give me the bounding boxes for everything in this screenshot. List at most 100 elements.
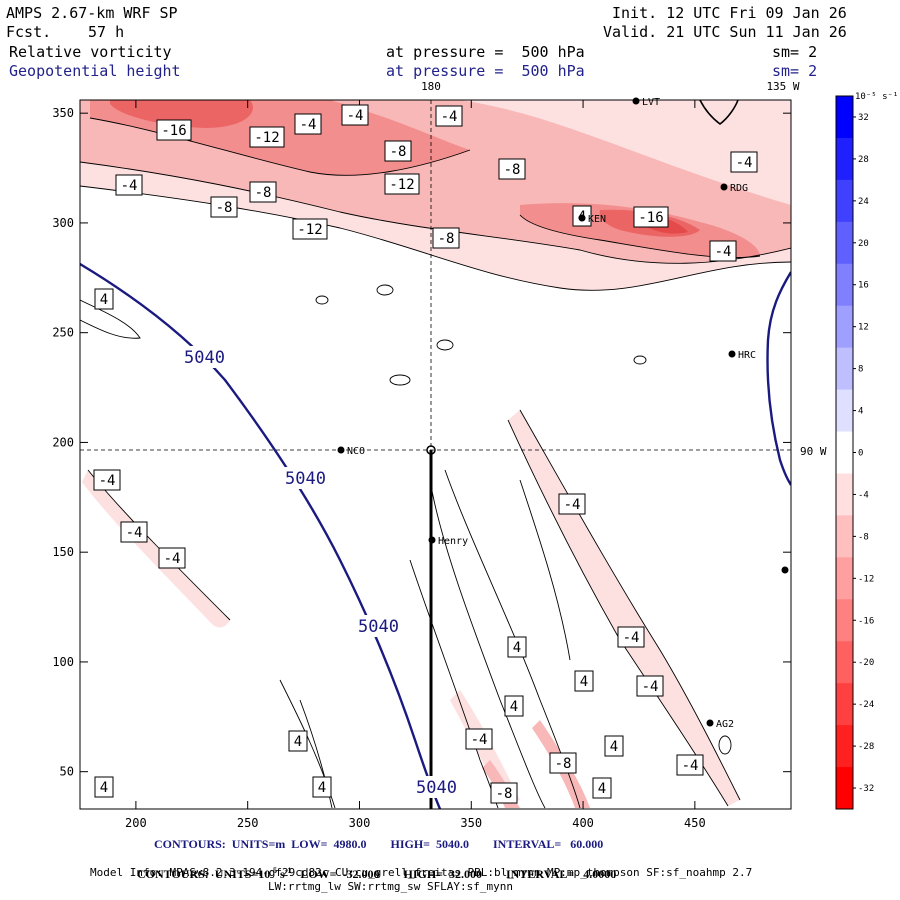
colorbar-tick-label: -20	[858, 658, 874, 668]
vorticity-label-text: 4	[513, 640, 521, 656]
colorbar-tick-label: 32	[858, 113, 869, 123]
vorticity-label-text: -8	[496, 786, 513, 802]
colorbar-tick-label: 24	[858, 197, 869, 207]
vorticity-label: 4	[504, 695, 524, 717]
vorticity-label: -12	[384, 173, 420, 195]
footer-units-prefix: CONTOURS: UNITS=10	[137, 867, 271, 881]
vorticity-label-text: -4	[564, 497, 581, 513]
x-tick-label: 450	[684, 816, 706, 830]
station-marker	[632, 97, 640, 105]
colorbar-swatch	[836, 96, 853, 139]
vorticity-label: -8	[384, 140, 412, 162]
vorticity-label: 4	[94, 776, 114, 798]
colorbar-swatch	[836, 767, 853, 810]
vorticity-label-box	[94, 776, 114, 798]
colorbar-unit-label: 10⁻⁵ s⁻¹	[855, 92, 898, 102]
geopotential-label: 5040	[358, 617, 399, 637]
vorticity-label-text: -4	[441, 109, 458, 125]
colorbar-tick-label: 16	[858, 281, 869, 291]
colorbar-swatch	[836, 389, 853, 433]
vorticity-label-text: -8	[504, 162, 521, 178]
pressure-level-2: at pressure = 500 hPa	[386, 62, 585, 80]
colorbar-tick-label: -12	[858, 574, 874, 584]
vorticity-label-box	[341, 104, 369, 126]
vorticity-label: 4	[94, 288, 114, 310]
y-tick-label: 100	[52, 655, 74, 669]
origin-marker	[426, 445, 436, 455]
footer-units-exp2: -1	[284, 866, 292, 875]
vorticity-label: -8	[498, 158, 526, 180]
vorticity-label-box	[636, 675, 664, 697]
vorticity-label: -4	[120, 521, 148, 543]
vorticity-label-box	[94, 288, 114, 310]
x-tick-label: 300	[349, 816, 371, 830]
x-tick-label: 350	[460, 816, 482, 830]
vorticity-label: 4	[288, 730, 308, 752]
station-marker	[337, 446, 345, 454]
valid-time: Valid. 21 UTC Sun 11 Jan 26	[603, 23, 847, 41]
station-marker	[578, 214, 586, 222]
colorbar-tick-label: -28	[858, 742, 874, 752]
x-tick-label: 400	[572, 816, 594, 830]
field-vorticity: Relative vorticity	[9, 43, 172, 61]
colorbar-swatch	[836, 179, 853, 223]
vorticity-label: -16	[633, 206, 669, 228]
vorticity-label: 4	[312, 776, 332, 798]
colorbar-swatch	[836, 347, 853, 391]
colorbar-tick-label: -4	[858, 490, 869, 500]
station-marker	[428, 536, 436, 544]
vorticity-label: -12	[249, 126, 285, 148]
station-label: HRC	[738, 350, 756, 361]
vorticity-label-text: -4	[126, 525, 143, 541]
station-marker	[720, 183, 728, 191]
vorticity-label-text: -4	[164, 551, 181, 567]
colorbar-swatch	[836, 557, 853, 600]
colorbar	[835, 95, 854, 810]
geopotential-line-5040-east	[766, 271, 791, 486]
forecast-label: Fcst.	[6, 23, 52, 41]
vorticity-label-text: -16	[161, 123, 186, 139]
vorticity-label-text: -12	[254, 130, 279, 146]
vorticity-label-text: 4	[598, 781, 606, 797]
vorticity-label-text: 4	[100, 780, 108, 796]
y-tick-label: 300	[52, 216, 74, 230]
vorticity-label-box	[490, 782, 518, 804]
y-tick-label: 200	[52, 435, 74, 449]
vorticity-label-box	[292, 218, 328, 240]
vorticity-label-box	[432, 227, 460, 249]
y-tick-label: 250	[52, 326, 74, 340]
colorbar-tick-label: 20	[858, 239, 869, 249]
vorticity-label-text: -8	[555, 756, 572, 772]
plot-frame	[79, 99, 792, 810]
colorbar-tick-label: -16	[858, 616, 874, 626]
colorbar-swatch	[836, 431, 853, 474]
vorticity-label-text: -8	[390, 144, 407, 160]
colorbar-ticks: 32 28 24 20 16 12 8 4 0 -4 -8 -12 -16 -20 -24 -28 -32	[853, 113, 874, 794]
vorticity-label-text: -4	[623, 630, 640, 646]
y-tick-label: 350	[52, 106, 74, 120]
geopotential-label: 5040	[184, 348, 225, 368]
vorticity-label-box	[507, 636, 527, 658]
vorticity-label: -4	[636, 675, 664, 697]
vorticity-label-box	[730, 151, 758, 173]
smoothing-1: sm= 2	[772, 43, 818, 61]
footer-units-s: s	[276, 867, 285, 881]
vorticity-label-box	[574, 670, 594, 692]
vorticity-label-text: -4	[121, 178, 138, 194]
vorticity-label: -4	[93, 469, 121, 491]
vorticity-label: -8	[249, 181, 277, 203]
vorticity-label: -4	[676, 754, 704, 776]
field-geopotential: Geopotential height	[9, 62, 181, 80]
vorticity-label: -4	[158, 547, 186, 569]
station-label: NCO	[347, 446, 365, 457]
vorticity-label-box	[210, 196, 238, 218]
footer-contours-height: CONTOURS: UNITS=m LOW= 4980.0 HIGH= 5040…	[154, 837, 604, 851]
station-label: AG2	[716, 719, 734, 730]
x-tick-label: 200	[125, 816, 147, 830]
x-tick-label: 250	[237, 816, 259, 830]
colorbar-tick-label: -32	[858, 784, 874, 794]
colorbar-swatch	[836, 725, 853, 768]
longitude-label: 180	[421, 80, 441, 93]
footer-contours-vorticity: CONTOURS: UNITS=10-5 s-1 LOW= -32.000 HI…	[131, 851, 616, 881]
colorbar-swatch	[836, 263, 853, 307]
